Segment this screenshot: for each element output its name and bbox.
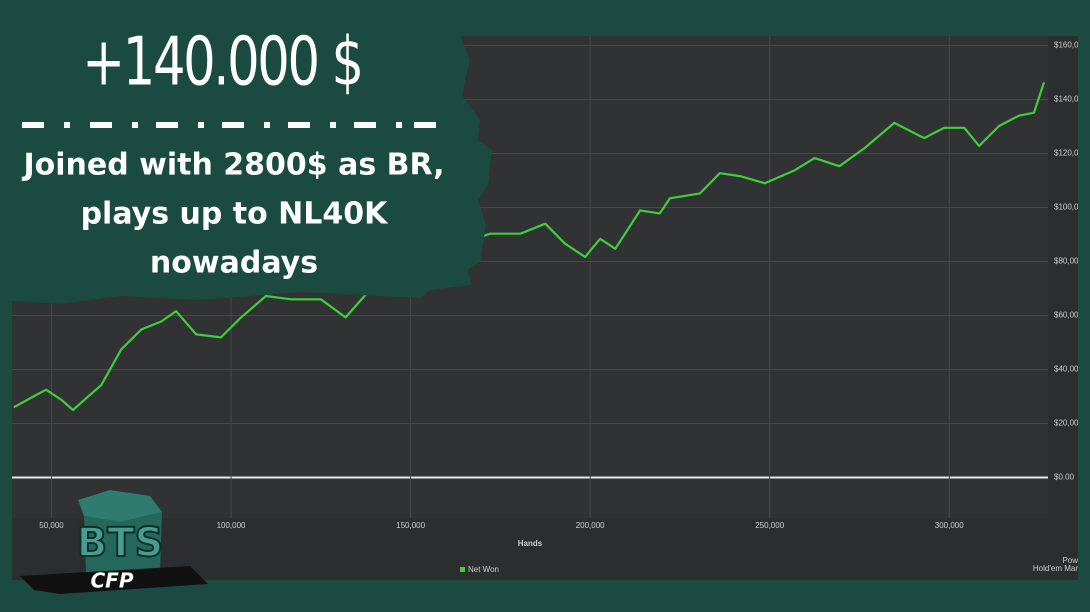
y-tick-label: $20,000 xyxy=(1054,419,1083,428)
y-tick-label: $140,000 xyxy=(1054,95,1088,104)
footer-text: Hold'em Mar xyxy=(1033,564,1078,573)
text-overlay xyxy=(0,0,492,304)
overlay-line: nowadays xyxy=(150,246,318,281)
overlay-line: Joined with 2800$ as BR, xyxy=(21,148,444,183)
x-tick-label: 300,000 xyxy=(935,521,964,530)
logo-text: CFP xyxy=(91,569,134,593)
y-tick-label: $160,000 xyxy=(1054,41,1088,50)
x-tick-label: 50,000 xyxy=(39,521,64,530)
logo: BTS CFP xyxy=(20,490,208,594)
y-tick-label: $80,000 xyxy=(1054,257,1083,266)
legend-swatch xyxy=(460,567,465,572)
y-tick-label: $0.00 xyxy=(1054,473,1075,482)
x-tick-label: 100,000 xyxy=(217,521,246,530)
x-tick-label: 150,000 xyxy=(396,521,425,530)
overlay-line: plays up to NL40K xyxy=(81,197,390,232)
legend-label: Net Won xyxy=(468,565,499,574)
footer-text: Pow xyxy=(1062,556,1078,565)
y-tick-label: $100,000 xyxy=(1054,203,1088,212)
data-line xyxy=(13,82,1046,412)
x-tick-label: 200,000 xyxy=(576,521,605,530)
x-tick-label: 250,000 xyxy=(755,521,784,530)
headline: +140.000 $ xyxy=(82,24,361,102)
dash-divider xyxy=(22,122,436,128)
y-tick-label: $60,000 xyxy=(1054,311,1083,320)
logo-text: BTS xyxy=(77,520,164,566)
y-tick-label: $120,000 xyxy=(1054,149,1088,158)
x-axis-title: Hands xyxy=(518,539,543,548)
y-tick-label: $40,000 xyxy=(1054,365,1083,374)
